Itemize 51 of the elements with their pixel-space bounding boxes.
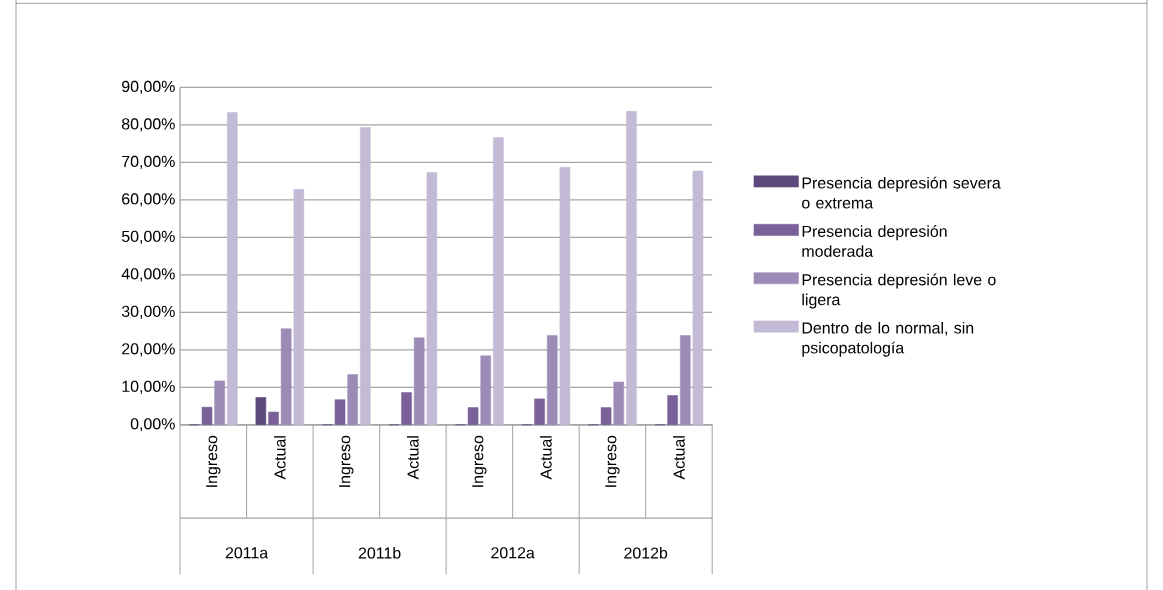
legend-label: Presencia depresión moderada [802,225,947,257]
bar [467,407,479,425]
bar [401,392,412,425]
y-tick-label: 20,00% [122,343,175,357]
bar [360,127,371,425]
y-tick-label: 40,00% [121,268,175,282]
x-tick-label: Actual [273,436,286,480]
y-tick-label: 80,00% [121,118,175,132]
bar [293,188,305,425]
y-tick-label: 50,00% [121,230,175,244]
legend-label: Dentro de lo normal, sin psicopatología [802,321,974,357]
bar [480,355,491,425]
legend-label: Presencia depresión leve o ligera [802,273,996,309]
x-tick-label: Actual [407,436,419,480]
text: 2012b [624,546,668,559]
x-tick-label: Ingreso [472,435,487,487]
text: 2012a [491,547,535,559]
bar [334,399,346,425]
y-tick-label: 10,00% [122,380,175,394]
text: 2011a [225,547,269,559]
x-tick-label: Ingreso [339,435,354,487]
bar [227,112,238,425]
legend-label: Presencia depresión severa o extrema [802,176,1001,209]
bar [347,374,358,425]
bar [280,328,292,425]
bar [559,166,571,425]
bar [692,170,704,425]
y-tick-label: 90,00% [122,80,175,94]
y-tick-label: 60,00% [122,193,175,207]
text: 2011b [358,546,401,559]
bar [214,380,225,425]
x-tick-label: Actual [673,436,685,480]
bar [534,398,545,425]
bar [493,137,504,425]
bar [426,172,438,425]
bar [268,411,279,425]
y-tick-label: 70,00% [122,155,175,169]
bar [600,407,612,425]
bar [680,335,691,425]
bar [201,406,213,425]
bar [667,395,678,425]
bar [255,397,267,425]
y-tick-label: 0,00% [130,418,175,432]
bar [413,337,425,425]
y-tick-label: 30,00% [121,305,175,319]
bar [626,111,637,425]
bar [613,381,625,425]
bar [546,335,558,425]
x-tick-label: Ingreso [206,435,221,487]
x-tick-label: Ingreso [605,435,620,487]
x-tick-label: Actual [540,436,552,480]
